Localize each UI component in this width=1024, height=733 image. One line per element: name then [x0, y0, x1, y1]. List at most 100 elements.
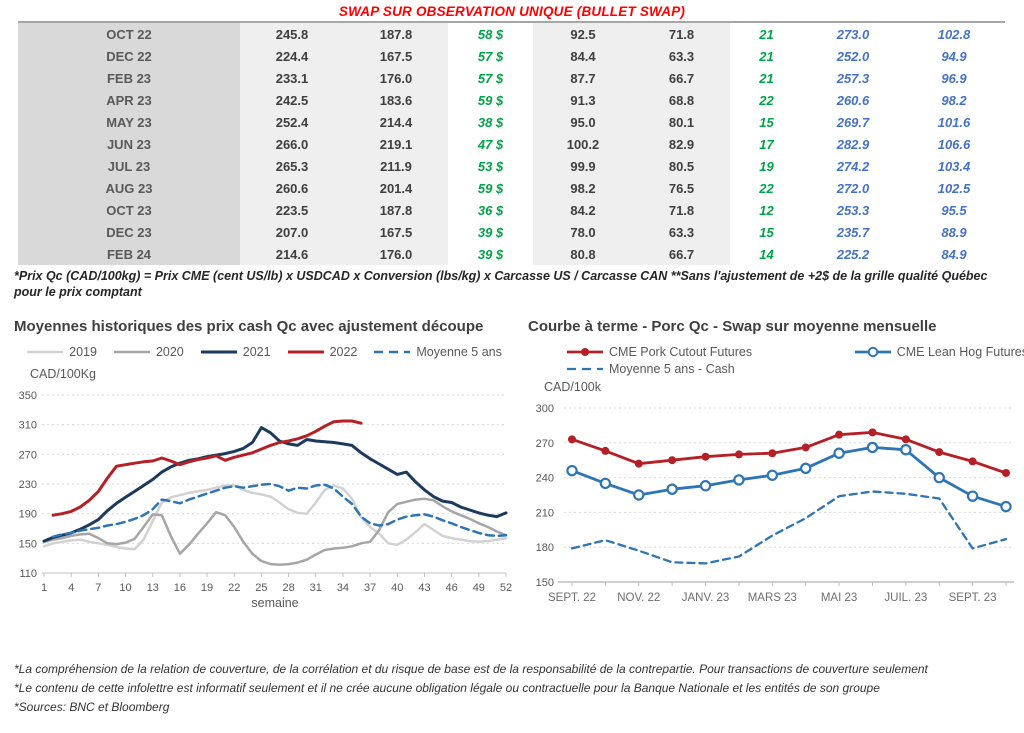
table-cell: 21 — [730, 67, 803, 89]
table-cell: 176.0 — [344, 243, 448, 265]
table-footnote: *Prix Qc (CAD/100kg) = Prix CME (cent US… — [14, 269, 988, 299]
table-row: JUN 23 266.0 219.1 47 $100.2 82.9 17 282.9 106.… — [18, 133, 1005, 155]
svg-text:270: 270 — [536, 438, 554, 450]
table-cell: 68.8 — [633, 89, 730, 111]
table-cell: 38 $ — [448, 111, 533, 133]
table-cell: 219.1 — [344, 133, 448, 155]
table-cell: 78.0 — [533, 221, 633, 243]
table-cell: FEB 24 — [18, 243, 240, 265]
table-cell: 63.3 — [633, 221, 730, 243]
table-cell: 58 $ — [448, 22, 533, 45]
table-cell: 36 $ — [448, 199, 533, 221]
table-cell: 269.7 — [803, 111, 903, 133]
svg-text:NOV. 22: NOV. 22 — [617, 592, 660, 604]
svg-text:150: 150 — [19, 538, 37, 550]
svg-text:310: 310 — [19, 420, 37, 432]
svg-text:110: 110 — [19, 568, 37, 580]
forward-curve-chart: Courbe à terme - Porc Qc - Swap sur moye… — [528, 318, 1024, 630]
table-cell: 187.8 — [344, 199, 448, 221]
svg-text:10: 10 — [119, 582, 131, 594]
table-row: DEC 22 224.4 167.5 57 $84.4 63.3 21 252.0 94.9 — [18, 45, 1005, 67]
table-cell: 176.0 — [344, 67, 448, 89]
table-cell: OCT 22 — [18, 22, 240, 45]
svg-text:JANV. 23: JANV. 23 — [682, 592, 730, 604]
table-cell: 253.3 — [803, 199, 903, 221]
legend-label: CME Lean Hog Futures — [896, 345, 1024, 359]
table-cell: 22 — [730, 89, 803, 111]
legend-item: 2021 — [200, 345, 271, 359]
table-cell: 39 $ — [448, 243, 533, 265]
table-cell: 63.3 — [633, 45, 730, 67]
table-cell: 82.9 — [633, 133, 730, 155]
legend-swatch-icon — [854, 346, 891, 358]
table-cell: 102.5 — [903, 177, 1005, 199]
table-cell: 183.6 — [344, 89, 448, 111]
svg-text:37: 37 — [364, 582, 376, 594]
legend-item: Moyenne 5 ans - Cash — [566, 362, 866, 376]
table-row: MAY 23 252.4 214.4 38 $95.0 80.1 15 269.7 101.6 — [18, 111, 1005, 133]
table-cell: 47 $ — [448, 133, 533, 155]
table-cell: 76.5 — [633, 177, 730, 199]
svg-text:SEPT. 23: SEPT. 23 — [949, 592, 997, 604]
svg-text:230: 230 — [19, 479, 37, 491]
table-cell: 257.3 — [803, 67, 903, 89]
svg-text:4: 4 — [68, 582, 74, 594]
table-cell: AUG 23 — [18, 177, 240, 199]
legend-item: 2020 — [113, 345, 184, 359]
table-row: OCT 22 245.8 187.8 58 $92.5 71.8 21 273.0 102.8 — [18, 22, 1005, 45]
legend-swatch-icon — [374, 350, 411, 354]
table-cell: 15 — [730, 221, 803, 243]
table-cell: 15 — [730, 111, 803, 133]
svg-text:16: 16 — [174, 582, 186, 594]
svg-text:JUIL. 23: JUIL. 23 — [884, 592, 927, 604]
svg-text:19: 19 — [201, 582, 213, 594]
table-cell: 92.5 — [533, 22, 633, 45]
table-cell: 22 — [730, 177, 803, 199]
svg-text:150: 150 — [536, 577, 554, 589]
svg-text:34: 34 — [337, 582, 349, 594]
table-cell: 96.9 — [903, 67, 1005, 89]
table-cell: 235.7 — [803, 221, 903, 243]
chart-title: Courbe à terme - Porc Qc - Swap sur moye… — [528, 318, 937, 335]
svg-text:40: 40 — [391, 582, 403, 594]
table-cell: 233.1 — [240, 67, 344, 89]
legend-label: 2022 — [329, 345, 358, 359]
table-cell: 71.8 — [633, 199, 730, 221]
table-row: FEB 23 233.1 176.0 57 $87.7 66.7 21 257.3 96.9 — [18, 67, 1005, 89]
table-cell: 91.3 — [533, 89, 633, 111]
legend-swatch-icon — [27, 350, 64, 354]
legend-item: Moyenne 5 ans — [373, 345, 502, 359]
table-cell: 201.4 — [344, 177, 448, 199]
table-row: AUG 23 260.6 201.4 59 $98.2 76.5 22 272.0 102.5 — [18, 177, 1005, 199]
table-cell: 102.8 — [903, 22, 1005, 45]
table-cell: 260.6 — [803, 89, 903, 111]
table-cell: 71.8 — [633, 22, 730, 45]
svg-text:190: 190 — [19, 509, 37, 521]
table-cell: 266.0 — [240, 133, 344, 155]
table-cell: 106.6 — [903, 133, 1005, 155]
page-title: SWAP SUR OBSERVATION UNIQUE (BULLET SWAP… — [338, 4, 686, 19]
table-cell: FEB 23 — [18, 67, 240, 89]
swap-table: OCT 22 245.8 187.8 58 $92.5 71.8 21 273.0 102.8… — [18, 21, 1005, 265]
table-cell: 103.4 — [903, 155, 1005, 177]
svg-text:13: 13 — [147, 582, 159, 594]
svg-text:semaine: semaine — [251, 596, 298, 610]
table-cell: DEC 23 — [18, 221, 240, 243]
table-cell: 39 $ — [448, 221, 533, 243]
table-cell: 99.9 — [533, 155, 633, 177]
table-cell: 167.5 — [344, 45, 448, 67]
table-cell: 282.9 — [803, 133, 903, 155]
table-cell: JUN 23 — [18, 133, 240, 155]
svg-text:240: 240 — [536, 473, 554, 485]
legend-label: Moyenne 5 ans — [416, 345, 502, 359]
table-cell: 21 — [730, 45, 803, 67]
table-cell: 98.2 — [533, 177, 633, 199]
table-cell: 14 — [730, 243, 803, 265]
table-cell: 272.0 — [803, 177, 903, 199]
disclaimer-line: *Le contenu de cette infolettre est info… — [14, 681, 880, 695]
svg-text:210: 210 — [536, 507, 554, 519]
chart-title: Moyennes historiques des prix cash Qc av… — [14, 318, 484, 335]
table-cell: 59 $ — [448, 177, 533, 199]
table-cell: 242.5 — [240, 89, 344, 111]
table-cell: 88.9 — [903, 221, 1005, 243]
